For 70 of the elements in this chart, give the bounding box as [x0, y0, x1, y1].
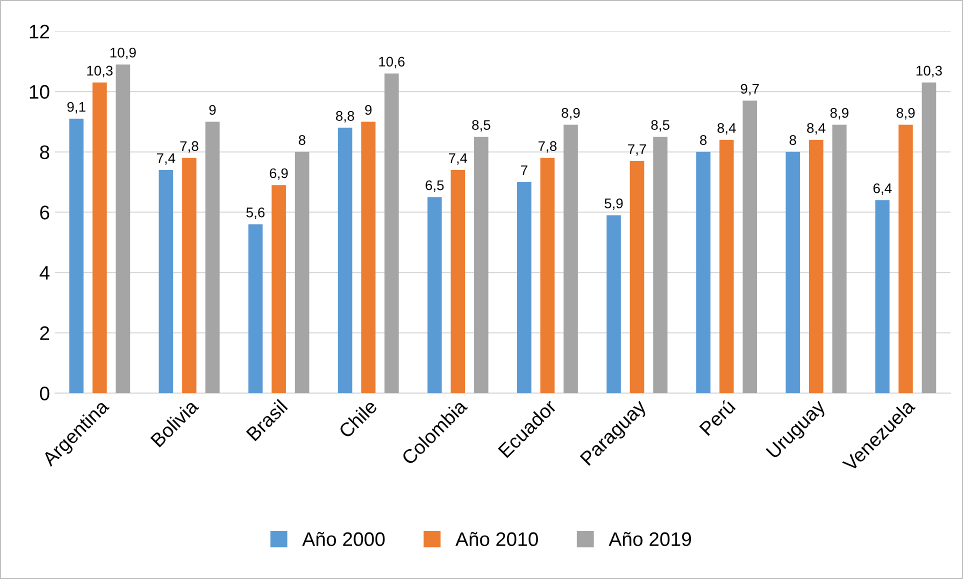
- data-label: 10,3: [87, 66, 113, 78]
- data-label: 10,6: [379, 56, 405, 68]
- bar: [630, 160, 644, 394]
- data-label: 8,8: [336, 111, 354, 122]
- data-label: 5,9: [604, 198, 623, 210]
- bar: [540, 158, 555, 394]
- data-label: 5,6: [246, 208, 265, 219]
- bar: [875, 200, 890, 394]
- bar: [742, 100, 758, 394]
- data-label: 7,7: [628, 144, 646, 156]
- data-label: 7,4: [157, 153, 176, 165]
- y-tick-label: 8: [40, 145, 50, 160]
- bar: [338, 128, 352, 394]
- data-label: 7,8: [180, 141, 198, 153]
- data-label: 6,4: [873, 183, 892, 195]
- bar: [517, 182, 532, 394]
- data-label: 8,4: [807, 123, 826, 135]
- data-label: 8,5: [651, 120, 670, 132]
- bar: [294, 152, 310, 394]
- bar: [450, 170, 466, 394]
- bar: [158, 170, 174, 394]
- data-label: 7,4: [448, 153, 468, 165]
- bar: [696, 152, 710, 394]
- legend-label: Año 2019: [608, 532, 692, 546]
- data-label: 9,1: [67, 102, 86, 114]
- bar: [272, 185, 286, 394]
- bar: [69, 118, 84, 394]
- y-tick-label: 2: [40, 326, 50, 340]
- data-label: 9: [365, 104, 372, 115]
- data-label: 8: [298, 135, 306, 145]
- data-label: 8: [700, 135, 707, 145]
- bar: [474, 136, 488, 394]
- bar: [116, 64, 130, 394]
- bar: [719, 140, 734, 394]
- data-label: 10,9: [110, 48, 136, 60]
- y-tick-label: 4: [40, 266, 50, 280]
- data-label: 7: [521, 165, 528, 175]
- bar: [248, 224, 263, 394]
- y-tick-label: 10: [30, 85, 50, 99]
- bar: [832, 124, 847, 394]
- y-tick-label: 6: [40, 206, 50, 220]
- data-label: 8,9: [896, 108, 915, 120]
- bar: [564, 124, 578, 394]
- data-label: 8,9: [830, 108, 848, 120]
- data-label: 6,5: [426, 180, 444, 192]
- data-label: 8,9: [562, 108, 580, 120]
- data-label: 8: [790, 135, 796, 145]
- bar: [92, 82, 107, 394]
- bar: [361, 122, 376, 394]
- bar: [653, 136, 668, 394]
- bar: [384, 73, 399, 394]
- data-label: 7,8: [538, 141, 557, 153]
- data-label: 6,9: [270, 168, 288, 180]
- bar: [205, 122, 220, 394]
- data-label: 9,7: [740, 84, 759, 96]
- bar: [427, 197, 442, 394]
- bar: [808, 140, 824, 394]
- y-tick-label: 12: [30, 24, 50, 38]
- y-tick-label: 0: [40, 386, 50, 400]
- bar: [786, 152, 800, 394]
- bar: [898, 124, 913, 394]
- data-label: 9: [209, 104, 216, 115]
- legend-label: Año 2000: [302, 532, 385, 546]
- bar: [182, 158, 196, 394]
- data-label: 8,5: [472, 120, 490, 132]
- bar: [922, 82, 936, 394]
- data-label: 8,4: [718, 123, 736, 135]
- legend-label: Año 2010: [455, 532, 538, 546]
- data-label: 10,3: [916, 66, 942, 78]
- bar: [606, 215, 621, 394]
